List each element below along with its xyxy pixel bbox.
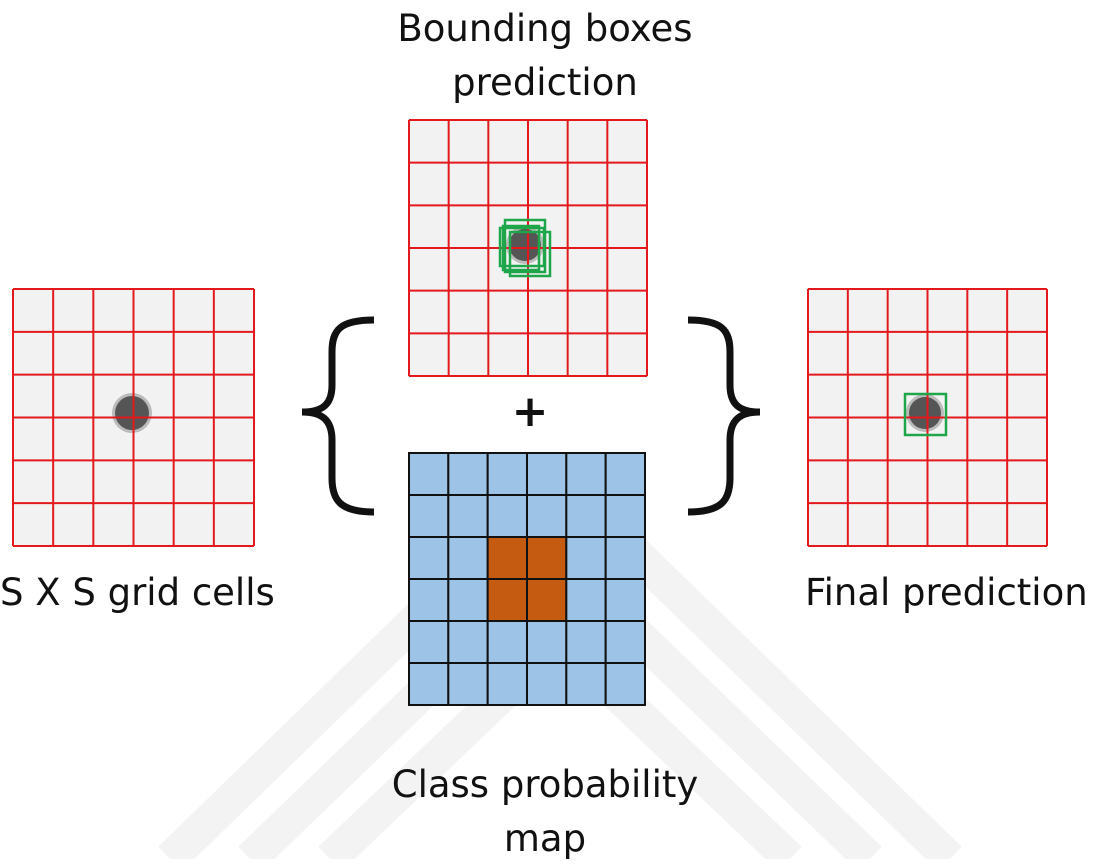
class-cell-background: [565, 452, 607, 496]
left-curly-bracket: [301, 316, 375, 516]
bounding-boxes-title-line1: Bounding boxes: [397, 7, 693, 50]
class-cell-background: [447, 452, 489, 496]
right-curly-bracket: [687, 316, 761, 516]
class-cell-background: [565, 494, 607, 538]
class-cell-background: [447, 620, 489, 664]
class-probability-title-line2: map: [503, 817, 587, 860]
bounding-boxes-panel: [408, 119, 648, 377]
class-cell-background: [447, 662, 489, 706]
plus-sign: +: [511, 386, 549, 437]
class-cell-object: [486, 536, 528, 580]
class-cell-background: [447, 578, 489, 622]
final-prediction-label: Final prediction: [805, 571, 1088, 614]
class-cell-background: [526, 620, 568, 664]
class-cell-background: [486, 452, 528, 496]
object-blob: [115, 396, 149, 430]
class-cell-background: [408, 452, 450, 496]
class-cell-background: [565, 662, 607, 706]
class-cell-object: [526, 578, 568, 622]
class-cell-background: [604, 452, 647, 496]
class-cell-background: [408, 578, 450, 622]
object-blob: [509, 229, 541, 261]
bounding-boxes-title: Bounding boxes prediction: [330, 2, 760, 110]
grid-cells-panel: [12, 288, 255, 547]
class-cell-background: [408, 620, 450, 664]
class-cell-background: [486, 620, 528, 664]
class-cell-background: [408, 536, 450, 580]
bounding-box: [508, 230, 552, 278]
final-prediction-panel: [807, 288, 1048, 547]
class-cell-background: [526, 662, 568, 706]
class-cell-background: [565, 620, 607, 664]
grid-cells-label: S X S grid cells: [0, 571, 275, 614]
class-cell-background: [565, 578, 607, 622]
class-probability-title: Class probability map: [330, 758, 760, 866]
object-blob: [909, 397, 941, 429]
class-cell-background: [604, 620, 647, 664]
class-cell-background: [486, 662, 528, 706]
class-cell-background: [486, 494, 528, 538]
class-cell-background: [604, 662, 647, 706]
class-cell-background: [604, 494, 647, 538]
bounding-box: [903, 392, 948, 437]
class-probability-map-panel: [408, 452, 647, 706]
class-cell-background: [447, 536, 489, 580]
class-cell-background: [604, 578, 647, 622]
class-cell-object: [486, 578, 528, 622]
class-cell-background: [526, 452, 568, 496]
bounding-box: [501, 224, 541, 272]
class-cell-object: [526, 536, 568, 580]
bounding-box: [498, 226, 546, 268]
class-cell-background: [565, 536, 607, 580]
class-cell-background: [526, 494, 568, 538]
bounding-boxes-title-line2: prediction: [452, 61, 638, 104]
class-cell-background: [447, 494, 489, 538]
class-cell-background: [408, 662, 450, 706]
class-cell-background: [408, 494, 450, 538]
class-probability-title-line1: Class probability: [391, 763, 699, 806]
class-cell-background: [604, 536, 647, 580]
